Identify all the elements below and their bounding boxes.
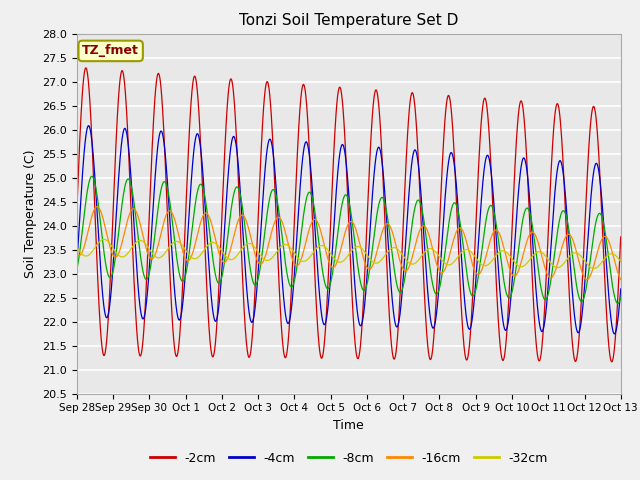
X-axis label: Time: Time (333, 419, 364, 432)
Text: TZ_fmet: TZ_fmet (82, 44, 139, 58)
Legend: -2cm, -4cm, -8cm, -16cm, -32cm: -2cm, -4cm, -8cm, -16cm, -32cm (145, 447, 553, 469)
Y-axis label: Soil Temperature (C): Soil Temperature (C) (24, 149, 36, 278)
Title: Tonzi Soil Temperature Set D: Tonzi Soil Temperature Set D (239, 13, 458, 28)
